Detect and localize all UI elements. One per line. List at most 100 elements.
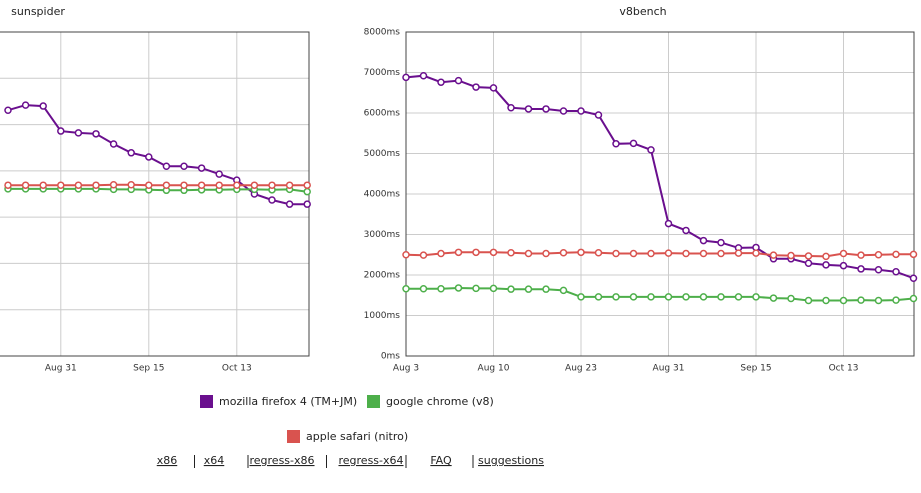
data-point [804,259,813,268]
data-point [909,250,918,259]
data-point [892,250,900,259]
data-point [145,181,153,189]
data-point [489,84,498,92]
data-point [874,251,883,259]
data-point [717,238,725,247]
data-point [699,236,708,245]
data-point [250,181,259,189]
data-point [74,129,83,137]
data-point [402,285,410,293]
data-point [892,268,900,276]
data-point [454,76,463,85]
data-point [303,200,311,208]
data-point [682,249,690,258]
y-tick-label: 5000ms [364,149,401,159]
data-point [472,284,480,293]
data-point [577,293,585,301]
nav-link[interactable]: regress-x86 [249,454,314,467]
nav-link[interactable]: x64 [204,454,225,467]
data-point [437,78,445,86]
data-point [752,249,760,257]
data-point [664,293,673,301]
data-point [822,252,830,261]
data-point [109,140,118,148]
data-point [559,107,568,115]
data-point [39,102,47,110]
data-point [419,71,428,80]
data-point [507,285,515,293]
data-point [402,251,410,259]
data-point [57,127,65,135]
series-line [405,251,914,258]
data-point [682,226,690,235]
series-line [405,74,914,280]
data-point [162,162,171,170]
data-point [717,249,725,258]
legend-label: mozilla firefox 4 (TM+JM) [219,395,357,408]
nav-link[interactable]: x86 [157,454,178,467]
data-point [402,73,410,82]
legend-label: apple safari (nitro) [306,430,408,443]
data-point [804,252,813,260]
nav-link[interactable]: FAQ [430,454,452,467]
x-tick-label: Aug 23 [565,364,597,374]
y-tick-label: 6000ms [364,109,401,119]
chart-title: v8bench [619,5,666,18]
y-tick-label: 8000ms [364,28,401,38]
data-point [857,296,865,304]
data-point [839,296,848,305]
data-point [507,103,515,112]
data-point [524,249,533,258]
series-line [8,187,308,193]
x-tick-label: Aug 31 [45,364,77,374]
data-point [629,293,638,301]
x-tick-label: Aug 10 [478,364,510,374]
series-line [8,183,308,187]
data-point [577,107,585,115]
data-point [717,293,725,301]
y-tick-label: 3000ms [364,230,401,240]
data-point [489,284,498,293]
data-point [454,284,463,292]
data-point [285,200,294,208]
nav-link[interactable]: regress-x64 [338,454,403,467]
legend-swatch [287,430,300,443]
data-point [734,249,743,257]
data-point [822,296,830,305]
data-point [454,248,463,257]
data-point [109,180,118,189]
data-point [892,296,900,304]
data-point [594,248,603,257]
data-point [4,106,12,114]
data-point [857,265,865,273]
data-point [268,196,276,204]
data-point [542,249,550,258]
data-point [542,285,550,293]
data-point [542,105,550,113]
x-tick-label: Aug 31 [653,364,685,374]
data-point [507,248,515,257]
plot-frame [0,31,310,357]
data-point [197,164,206,172]
data-point [472,83,480,91]
data-point [577,248,585,257]
nav-link[interactable]: suggestions [478,454,544,467]
data-point [647,146,655,154]
data-point [437,285,445,293]
data-point [57,181,65,189]
y-tick-label: 4000ms [364,190,401,200]
data-point [734,293,743,301]
data-point [699,249,708,258]
data-point [874,296,883,305]
data-point [145,153,153,161]
data-point [699,293,708,301]
y-tick-label: 0ms [381,352,400,362]
data-point [127,180,135,189]
data-point [180,162,188,170]
data-point [787,251,795,260]
data-point [664,249,673,257]
data-point [647,249,655,258]
data-point [74,181,83,189]
data-point [419,285,428,293]
